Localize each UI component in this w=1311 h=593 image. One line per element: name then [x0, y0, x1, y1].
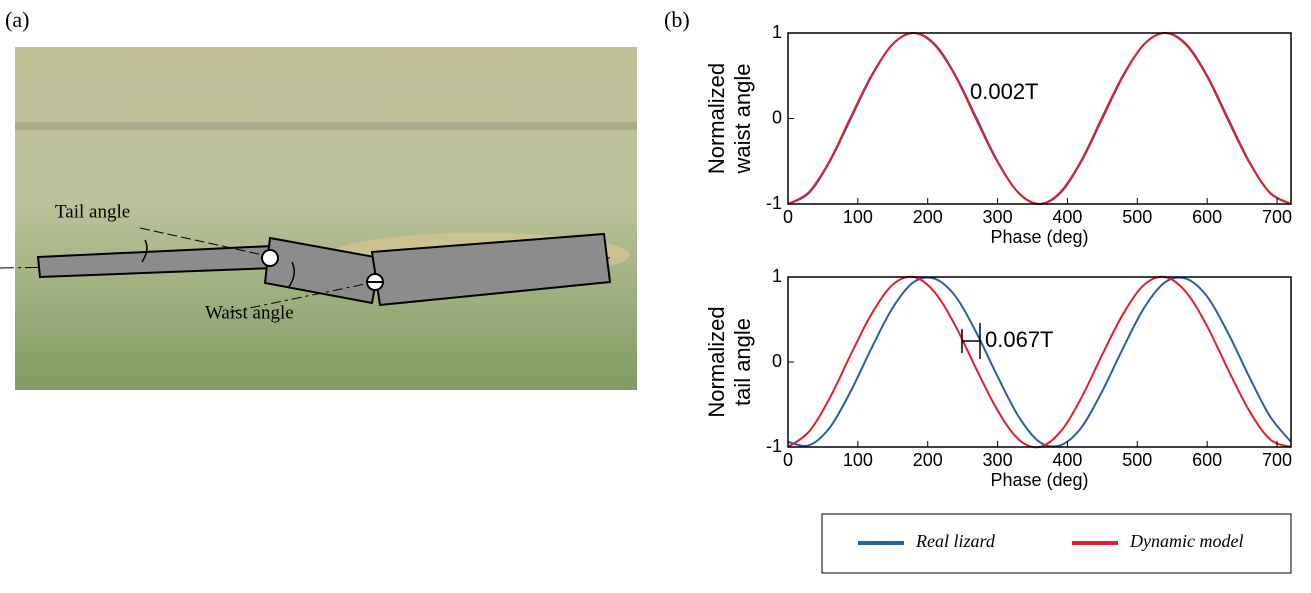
x-tick-label: 200: [913, 450, 943, 470]
x-tick-label: 100: [843, 207, 873, 227]
y-axis-label: waist angle: [730, 63, 755, 174]
legend-label: Dynamic model: [1129, 531, 1243, 551]
y-tick-label: -1: [766, 193, 782, 213]
x-tick-label: 400: [1052, 207, 1082, 227]
data-line: [787, 31, 1292, 206]
y-tick-label: 1: [772, 266, 782, 286]
y-axis-label: Normalized: [704, 63, 729, 174]
x-tick-label: 300: [983, 450, 1013, 470]
x-axis-label: Phase (deg): [990, 227, 1088, 247]
x-tick-label: 200: [913, 207, 943, 227]
x-tick-label: 700: [1262, 207, 1292, 227]
y-axis-label: tail angle: [730, 318, 755, 406]
plot-frame: [787, 276, 1292, 448]
panel-label: (b): [664, 7, 690, 32]
annotation: 0.067T: [985, 327, 1054, 352]
annotation: 0.002T: [970, 79, 1039, 104]
photo-label: Tail angle: [55, 201, 130, 222]
plot-frame: [787, 32, 1292, 205]
panel-label: (a): [5, 7, 29, 32]
legend-label: Real lizard: [915, 531, 996, 551]
y-tick-label: -1: [766, 436, 782, 456]
y-tick-label: 1: [772, 22, 782, 42]
x-tick-label: 100: [843, 450, 873, 470]
data-line: [787, 275, 1292, 449]
data-line: [787, 276, 1292, 448]
x-tick-label: 400: [1052, 450, 1082, 470]
x-tick-label: 500: [1122, 207, 1152, 227]
x-tick-label: 600: [1192, 450, 1222, 470]
x-tick-label: 500: [1122, 450, 1152, 470]
photo: [0, 47, 637, 390]
x-tick-label: 0: [783, 450, 793, 470]
x-axis-label: Phase (deg): [990, 470, 1088, 490]
x-tick-label: 300: [983, 207, 1013, 227]
y-tick-label: 0: [772, 351, 782, 371]
x-tick-label: 600: [1192, 207, 1222, 227]
data-line: [787, 31, 1292, 206]
photo-label: Waist angle: [205, 302, 294, 323]
y-axis-label: Normalized: [704, 306, 729, 417]
y-tick-label: 0: [772, 107, 782, 127]
x-tick-label: 0: [783, 207, 793, 227]
x-tick-label: 700: [1262, 450, 1292, 470]
